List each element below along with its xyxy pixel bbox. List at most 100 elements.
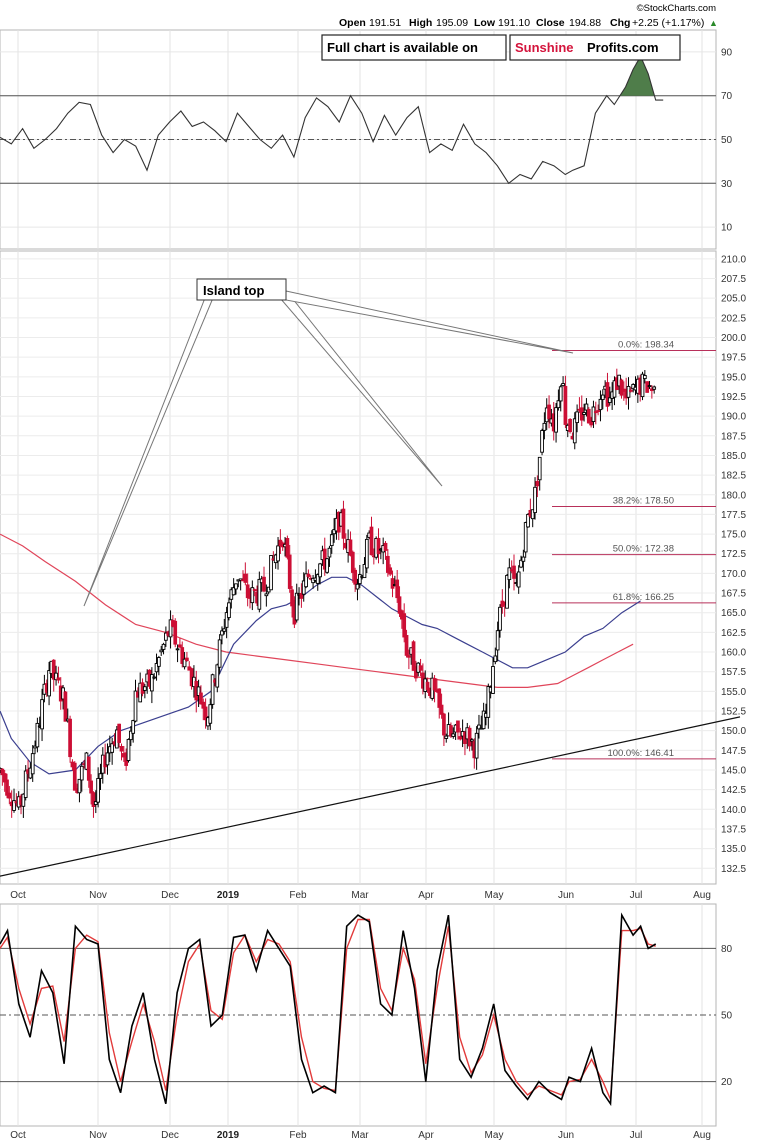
island-top-callout-pointer-2 [278, 297, 443, 487]
high-label: High [409, 17, 432, 29]
candle-body [325, 558, 329, 573]
candle-body [432, 678, 437, 691]
price-y-axis: 210.0 207.5 205.0 202.5 200.0 197.5 195.0 192.5… [721, 254, 746, 874]
candle-body [631, 384, 636, 390]
candle-body [56, 677, 61, 681]
price-tick-label: 170.0 [721, 569, 746, 580]
candle-body [40, 699, 44, 730]
island-top-annotation: Island top [83, 278, 574, 607]
candle-body [252, 589, 257, 592]
support-trendline [0, 716, 741, 877]
banner-text-box [321, 34, 507, 61]
candle-body [329, 534, 334, 547]
candle-body [593, 411, 598, 414]
candle-body [407, 655, 411, 658]
candle-body [152, 676, 157, 679]
price-tick-label: 192.5 [721, 392, 746, 403]
candle-body [521, 556, 526, 562]
candle-body [477, 724, 481, 730]
month-label: Feb [289, 890, 307, 901]
candle-body [30, 753, 35, 775]
candle-body [607, 397, 612, 403]
price-tick-label: 172.5 [721, 549, 746, 560]
month-label: Nov [89, 1130, 107, 1141]
candle-body [208, 704, 213, 724]
candle-body [117, 723, 122, 743]
candlesticks [0, 368, 657, 818]
fibonacci-levels: 0.0%: 198.34 38.2%: 178.50 50.0%: 172.38 61… [552, 340, 716, 760]
month-label: Dec [161, 1130, 179, 1141]
candle-body [157, 657, 161, 667]
price-tick-label: 197.5 [721, 353, 746, 364]
candle-body [640, 373, 645, 398]
candle-body [133, 690, 138, 722]
candle-body [178, 644, 182, 648]
price-tick-label: 165.0 [721, 608, 746, 619]
candle-body [285, 538, 290, 558]
candle-body [451, 733, 456, 737]
candle-body [86, 756, 91, 781]
candle-body [535, 481, 540, 487]
candle-body [402, 613, 407, 638]
month-label: Aug [693, 1130, 711, 1141]
candle-body [180, 647, 185, 664]
low-label: Low [474, 17, 496, 29]
candle-body [470, 739, 474, 742]
candle-body [110, 743, 114, 753]
candle-body [182, 658, 187, 668]
candle-body [362, 564, 367, 579]
candle-body [582, 412, 586, 415]
price-tick-label: 205.0 [721, 294, 746, 305]
price-x-axis: Oct Nov Dec 2019 Feb Mar Apr May Jun Jul Aug [10, 890, 711, 901]
candle-body [397, 596, 402, 614]
candle-body [481, 710, 486, 730]
candle-body [572, 418, 577, 444]
candle-body [23, 770, 28, 798]
price-tick-label: 147.5 [721, 746, 746, 757]
stochastic-tick-label: 50 [721, 1011, 733, 1022]
candle-body [161, 643, 166, 650]
chg-value: +2.25 (+1.17%) [632, 17, 704, 29]
candle-body [643, 375, 647, 380]
candle-body [533, 486, 537, 514]
candle-body [287, 554, 292, 589]
candle-body [5, 779, 9, 796]
candle-body [558, 386, 563, 402]
candle-body [89, 780, 93, 794]
candle-body [35, 722, 40, 748]
candle-body [584, 403, 589, 411]
candle-body [586, 408, 591, 424]
candle-body [131, 720, 136, 734]
candle-body [2, 773, 7, 783]
candle-body [47, 670, 51, 697]
price-tick-label: 155.0 [721, 687, 746, 698]
candle-body [563, 385, 568, 425]
candle-body [304, 573, 308, 588]
candle-body [519, 559, 523, 568]
candle-body [556, 400, 561, 409]
island-top-label: Island top [203, 283, 264, 298]
candle-body [262, 576, 266, 592]
moving-average-short [0, 576, 641, 775]
candle-body [600, 394, 605, 401]
candle-body [439, 704, 444, 715]
banner-brand-part1: Sunshine [515, 40, 574, 55]
candle-body [598, 398, 603, 411]
candle-body [652, 386, 657, 390]
candle-body [143, 686, 147, 691]
stochastic-grid [0, 904, 716, 1126]
candle-body [591, 406, 596, 422]
candle-body [119, 746, 124, 752]
candle-body [290, 589, 294, 607]
price-tick-label: 180.0 [721, 490, 746, 501]
fib-label: 38.2%: 178.50 [613, 496, 674, 507]
candle-body [234, 583, 238, 590]
month-label: Oct [10, 1130, 26, 1141]
candle-body [196, 686, 201, 696]
candle-body [404, 635, 409, 656]
candle-body [626, 385, 631, 398]
candle-body [150, 674, 154, 692]
candle-body [301, 580, 306, 595]
watermark: ©StockCharts.com [637, 3, 716, 14]
price-tick-label: 195.0 [721, 372, 746, 383]
